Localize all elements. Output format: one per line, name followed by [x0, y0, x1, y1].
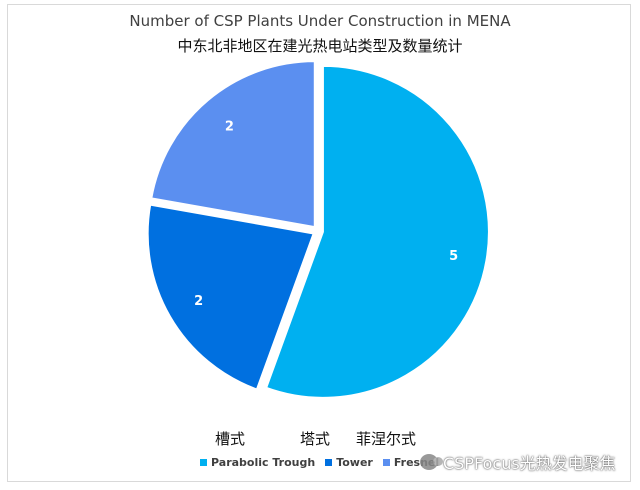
chart-subtitle: 中东北非地区在建光热电站类型及数量统计: [177, 37, 463, 55]
slice-tower: [146, 203, 316, 391]
slice-label-fresnel: 2: [225, 119, 234, 134]
chart-title: Number of CSP Plants Under Construction …: [129, 12, 511, 30]
wechat-icon: [420, 454, 443, 470]
legend-zh-trough: 槽式: [215, 430, 246, 448]
watermark: CSPFocus光热发电聚焦: [420, 450, 616, 474]
legend-swatch-trough: [200, 459, 207, 466]
slice-label-parabolic-trough: 5: [449, 249, 458, 264]
legend-label-trough: Parabolic Trough: [211, 456, 316, 469]
watermark-text: CSPFocus光热发电聚焦: [443, 454, 616, 473]
slice-fresnel: [150, 60, 316, 229]
slice-label-tower: 2: [194, 294, 203, 309]
legend-swatch-tower: [325, 459, 333, 466]
slice-parabolic-trough: [264, 64, 490, 399]
legend-swatch-fresnel: [382, 459, 390, 466]
legend: Parabolic Trough Tower Fresnel: [200, 456, 449, 469]
legend-item-trough: Parabolic Trough: [200, 456, 315, 469]
legend-zh-fresnel: 菲涅尔式: [356, 430, 417, 448]
legend-zh-tower: 塔式: [300, 430, 331, 448]
legend-item-tower: Tower: [325, 456, 373, 469]
legend-label-tower: Tower: [336, 456, 373, 469]
